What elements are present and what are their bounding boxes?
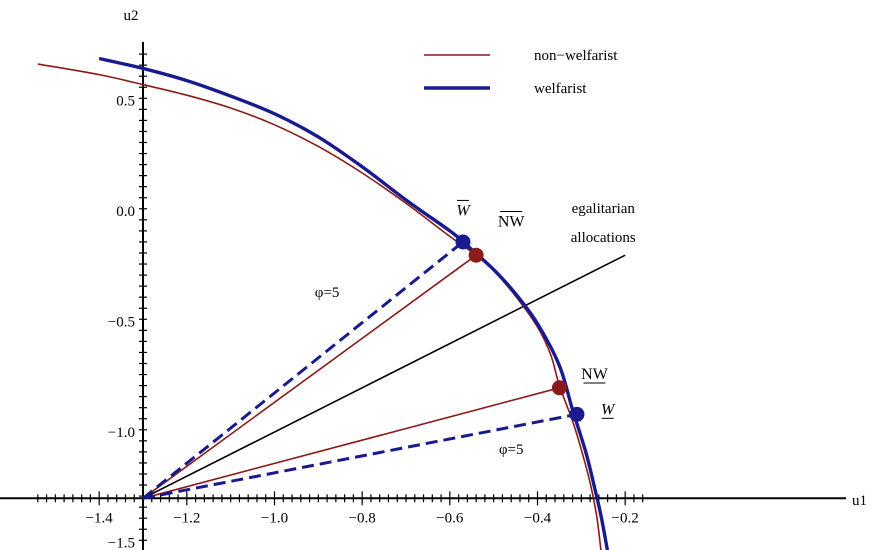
x-tick-label: −0.2: [612, 510, 639, 526]
x-tick-label: −1.0: [261, 510, 288, 526]
y-axis-label: u2: [124, 8, 139, 24]
point-label-underline-nw: NW: [581, 366, 609, 383]
curve-welfarist: [98, 56, 610, 550]
y-tick-label: 0.5: [116, 94, 135, 110]
x-axis-label: u1: [852, 493, 867, 509]
frontier-curves: [37, 56, 610, 550]
point-label-overline-nw: NW: [498, 213, 526, 230]
y-tick-labels: 0.5 0.0 −0.5 −1.0 −1.5: [108, 94, 135, 550]
allocation-point: [468, 247, 484, 263]
x-tick-label: −0.6: [436, 510, 464, 526]
x-tick-label: −0.4: [524, 510, 552, 526]
ray-welfarist-dashed: [142, 240, 464, 500]
legend-label-welfarist: welfarist: [534, 81, 587, 97]
legend-label-non-welfarist: non−welfarist: [534, 48, 618, 64]
ray-lines: [142, 240, 626, 500]
allocation-point: [455, 234, 471, 250]
axes: [0, 42, 846, 550]
y-tick-label: 0.0: [116, 204, 135, 220]
x-tick-label: −1.4: [86, 510, 114, 526]
allocation-point: [551, 380, 567, 396]
x-tick-labels: −1.4 −1.2 −1.0 −0.8 −0.6 −0.4 −0.2: [86, 510, 639, 526]
allocation-points: [455, 234, 585, 422]
point-label-overline-w: W: [456, 202, 471, 219]
annotation-egalitarian: egalitarian: [572, 201, 636, 217]
annotation-phi-5: φ=5: [315, 285, 340, 301]
ray-egalitarian: [142, 254, 626, 500]
y-tick-label: −1.5: [108, 536, 135, 550]
legend: non−welfarist welfarist: [424, 48, 618, 97]
annotation-phi-5: φ=5: [499, 442, 524, 458]
point-label-underline-w: W: [601, 401, 616, 418]
y-tick-label: −0.5: [108, 315, 135, 331]
ray-non-welfarist: [142, 254, 477, 499]
ray-non-welfarist: [142, 387, 560, 500]
ray-welfarist-dashed: [142, 412, 578, 500]
x-tick-label: −1.2: [173, 510, 200, 526]
tick-marks: [37, 53, 644, 541]
annotation-allocations: allocations: [571, 230, 636, 246]
point-labels: W NW NW W: [456, 199, 616, 419]
annotations: egalitarian allocations φ=5 φ=5: [315, 201, 636, 458]
allocation-point: [569, 406, 585, 422]
y-tick-label: −1.0: [108, 425, 135, 441]
x-tick-label: −0.8: [349, 510, 376, 526]
